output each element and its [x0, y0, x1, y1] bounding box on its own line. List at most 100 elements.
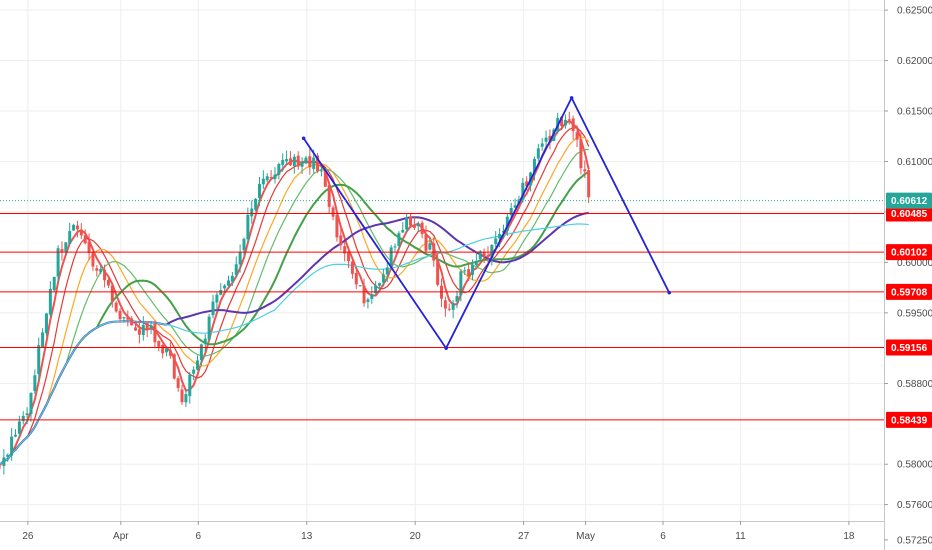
candle-body [33, 375, 37, 392]
level-price-badge [886, 244, 932, 261]
candle-body [226, 280, 230, 286]
candle-body [29, 393, 33, 415]
level-price-label: 0.60102 [891, 248, 928, 259]
zigzag-point[interactable] [444, 346, 448, 350]
candle-body [44, 313, 48, 334]
candle-body [486, 255, 490, 258]
candle-body [389, 247, 393, 266]
candle-body [482, 252, 486, 257]
candle-body [455, 295, 459, 302]
candle-body [265, 176, 269, 181]
candle-body [548, 135, 552, 141]
candle-body [521, 182, 525, 200]
candle-body [532, 158, 536, 173]
candle-body [6, 454, 10, 457]
candle-body [153, 323, 157, 343]
candle-body [316, 155, 320, 172]
price-tick-label: 0.62000 [897, 56, 932, 67]
time-axis[interactable]: 26 Apr 6 13 20 27 May 6 11 18 [0, 521, 884, 550]
candle-body [374, 285, 378, 294]
candle-body [17, 421, 21, 434]
candle-body [292, 156, 296, 167]
candle-body [199, 344, 203, 361]
candle-body [540, 143, 544, 147]
time-tick-label: 6 [660, 531, 666, 542]
candle-body [75, 225, 79, 230]
candle-body [505, 216, 509, 231]
candle-body [141, 324, 145, 336]
candle-body [288, 158, 292, 166]
candle-body [21, 415, 25, 422]
horizontal-levels [0, 212, 884, 421]
candle-body [261, 178, 265, 185]
candle-body [393, 246, 397, 248]
candle-body [168, 350, 172, 356]
time-tick-label: Apr [113, 531, 129, 542]
candle-body [583, 169, 587, 172]
candle-body [412, 225, 416, 228]
candle-body [137, 329, 141, 335]
candle-body [269, 177, 273, 179]
time-tick-label: 18 [843, 531, 855, 542]
price-tick-label: 0.57600 [897, 500, 932, 511]
candle-body [230, 275, 234, 282]
candle-body [443, 300, 447, 309]
candle-body [498, 233, 502, 239]
candle-body [48, 288, 52, 315]
candle-body [494, 238, 498, 245]
candle-body [416, 223, 420, 227]
candle-body [308, 156, 312, 168]
candle-body [130, 318, 134, 326]
zigzag-line[interactable] [302, 97, 671, 350]
zigzag-point[interactable] [667, 290, 672, 295]
candle-body [87, 241, 91, 253]
candle-body [157, 341, 161, 347]
level-price-label: 0.59708 [891, 287, 928, 298]
time-tick-label: 20 [410, 531, 422, 542]
level-price-label: 0.59156 [891, 343, 928, 354]
moving-average-line [0, 223, 589, 466]
candle-body [37, 345, 41, 374]
candle-body [196, 360, 200, 370]
moving-average-line [0, 171, 590, 466]
moving-average-line [0, 136, 590, 466]
candle-body [544, 137, 548, 142]
candle-body [563, 119, 567, 126]
zigzag-pattern [301, 96, 672, 350]
price-tick-label: 0.57250 [897, 535, 932, 546]
candle-body [405, 217, 409, 230]
candle-body [223, 285, 227, 289]
zigzag-point[interactable] [301, 136, 306, 141]
candle-body [501, 230, 505, 233]
candle-body [106, 279, 110, 286]
price-tick-label: 0.61500 [897, 107, 932, 118]
candle-body [149, 325, 153, 328]
candle-body [459, 271, 463, 296]
candle-body [525, 181, 529, 187]
candle-body [114, 302, 118, 312]
candle-body [277, 163, 281, 175]
time-tick-label: 26 [22, 531, 34, 542]
candle-body [234, 264, 238, 275]
candle-body [172, 354, 176, 379]
candle-body [428, 243, 432, 250]
candle-body [254, 198, 258, 210]
candle-body [257, 183, 261, 198]
candle-body [470, 264, 474, 275]
price-axis[interactable]: 0.625000.620000.615000.610000.605000.600… [884, 0, 932, 550]
candle-body [176, 378, 180, 388]
candle-body [68, 231, 72, 244]
candle-body [567, 119, 571, 121]
level-price-badge [886, 411, 932, 428]
candle-body [335, 214, 339, 238]
candle-body [72, 224, 76, 231]
price-tick-label: 0.61000 [897, 157, 932, 168]
zigzag-point[interactable] [569, 96, 574, 100]
candle-body [83, 235, 87, 244]
candle-body [215, 294, 219, 303]
moving-average-line [0, 148, 589, 466]
candle-body [575, 132, 579, 140]
candle-body [513, 205, 517, 208]
